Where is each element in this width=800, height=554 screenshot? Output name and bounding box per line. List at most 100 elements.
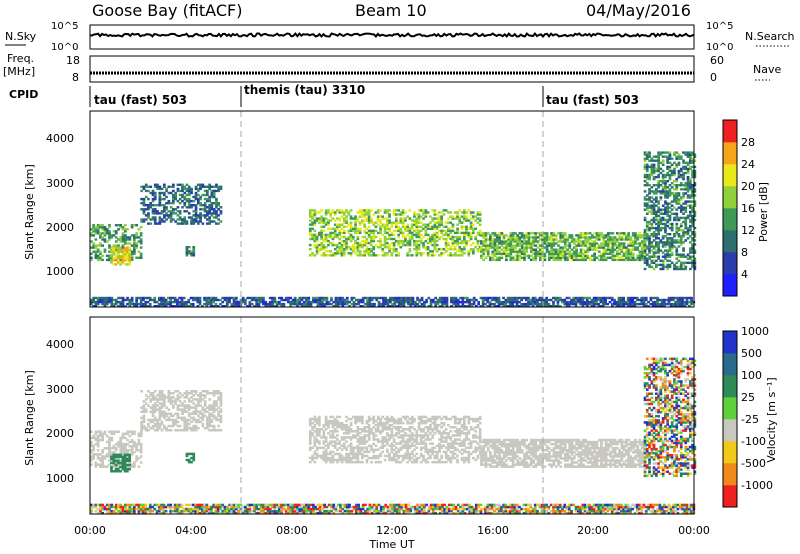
power-echo-cell <box>419 221 423 224</box>
vel-echo-cell <box>167 392 171 395</box>
power-echo-cell <box>686 237 690 240</box>
power-echo-cell <box>500 300 503 304</box>
power-echo-cell <box>484 236 488 239</box>
power-echo-cell <box>144 296 148 300</box>
vel-echo-cell <box>108 453 111 456</box>
vel-echo-cell <box>167 400 171 403</box>
power-echo-cell <box>670 204 674 207</box>
power-echo-cell <box>99 252 102 255</box>
power-echo-cell <box>460 215 464 218</box>
vel-echo-cell <box>308 440 312 443</box>
power-echo-cell <box>648 153 651 156</box>
power-echo-cell <box>658 302 662 306</box>
vel-echo-cell <box>153 418 157 422</box>
power-echo-cell <box>398 296 401 300</box>
vel-echo-cell <box>137 457 141 460</box>
power-echo-cell <box>460 211 464 214</box>
power-echo-cell <box>347 223 351 226</box>
beam-title: Beam 10 <box>355 1 427 20</box>
power-echo-cell <box>153 218 157 221</box>
power-echo-cell <box>527 302 530 306</box>
vel-echo-cell <box>167 429 171 432</box>
power-echo-cell <box>634 234 637 237</box>
power-echo-cell <box>278 296 281 300</box>
power-echo-cell <box>431 235 434 239</box>
power-echo-cell <box>456 250 459 253</box>
power-echo-cell <box>365 237 369 241</box>
power-echo-cell <box>534 232 538 235</box>
power-echo-cell <box>172 212 175 215</box>
power-echo-cell <box>682 192 685 195</box>
power-echo-cell <box>538 302 542 306</box>
power-echo-cell <box>331 217 335 220</box>
power-echo-cell <box>635 296 639 300</box>
power-echo-cell <box>400 305 403 308</box>
power-echo-cell <box>182 302 186 306</box>
power-echo-cell <box>693 202 697 205</box>
vel-echo-cell <box>147 429 150 432</box>
vel-echo-cell <box>203 396 207 399</box>
power-echo-cell <box>140 189 143 193</box>
power-echo-cell <box>149 185 153 188</box>
power-echo-cell <box>408 231 412 235</box>
power-echo-cell <box>187 202 191 205</box>
power-echo-cell <box>507 242 510 245</box>
vel-echo-cell <box>331 423 335 427</box>
power-echo-cell <box>255 298 258 302</box>
power-echo-cell <box>666 190 669 193</box>
power-echo-cell <box>365 211 369 214</box>
power-echo-cell <box>411 302 415 306</box>
power-echo-cell <box>266 305 270 308</box>
power-echo-cell <box>518 242 522 245</box>
power-echo-cell <box>480 240 483 243</box>
power-echo-cell <box>465 215 468 218</box>
power-echo-cell <box>493 254 497 257</box>
power-echo-cell <box>336 217 339 220</box>
power-echo-cell <box>467 252 471 255</box>
power-echo-cell <box>477 300 480 304</box>
power-echo-cell <box>604 248 608 251</box>
power-echo-cell <box>484 238 488 241</box>
power-echo-cell <box>352 217 355 220</box>
power-echo-cell <box>413 243 416 247</box>
power-echo-cell <box>114 232 118 235</box>
vel-echo-cell <box>208 414 211 418</box>
vel-echo-cell <box>201 390 205 393</box>
power-echo-cell <box>686 190 690 193</box>
power-echo-cell <box>345 241 348 245</box>
power-echo-cell <box>308 231 312 235</box>
power-echo-cell <box>190 189 193 193</box>
vel-echo-cell <box>313 426 317 429</box>
power-echo-cell <box>189 296 193 300</box>
power-echo-cell <box>463 211 466 214</box>
power-echo-cell <box>514 254 517 257</box>
vel-echo-cell <box>324 428 328 431</box>
power-echo-cell <box>625 252 628 255</box>
vel-echo-cell <box>190 390 193 393</box>
power-echo-cell <box>583 296 587 300</box>
power-echo-cell <box>577 298 580 302</box>
vel-echo-cell <box>329 436 332 439</box>
power-echo-cell <box>648 249 651 252</box>
power-echo-cell <box>572 242 576 245</box>
power-echo-cell <box>479 305 483 308</box>
power-echo-cell <box>616 232 619 235</box>
power-echo-cell <box>237 302 240 306</box>
vel-echo-cell <box>151 424 155 428</box>
vel-echo-cell <box>139 449 143 452</box>
vel-echo-cell <box>167 416 171 420</box>
power-echo-cell <box>386 241 389 245</box>
power-echo-cell <box>444 229 448 232</box>
power-echo-cell <box>94 226 98 229</box>
power-echo-cell <box>531 302 535 306</box>
power-echo-cell <box>167 202 171 205</box>
power-echo-cell <box>684 231 688 234</box>
power-echo-cell <box>489 236 492 239</box>
power-echo-cell <box>575 254 578 257</box>
power-echo-cell <box>691 255 694 258</box>
power-echo-cell <box>169 202 173 205</box>
power-echo-cell <box>438 254 441 257</box>
power-echo-cell <box>336 246 339 249</box>
power-echo-cell <box>648 175 651 179</box>
power-echo-cell <box>529 298 533 302</box>
